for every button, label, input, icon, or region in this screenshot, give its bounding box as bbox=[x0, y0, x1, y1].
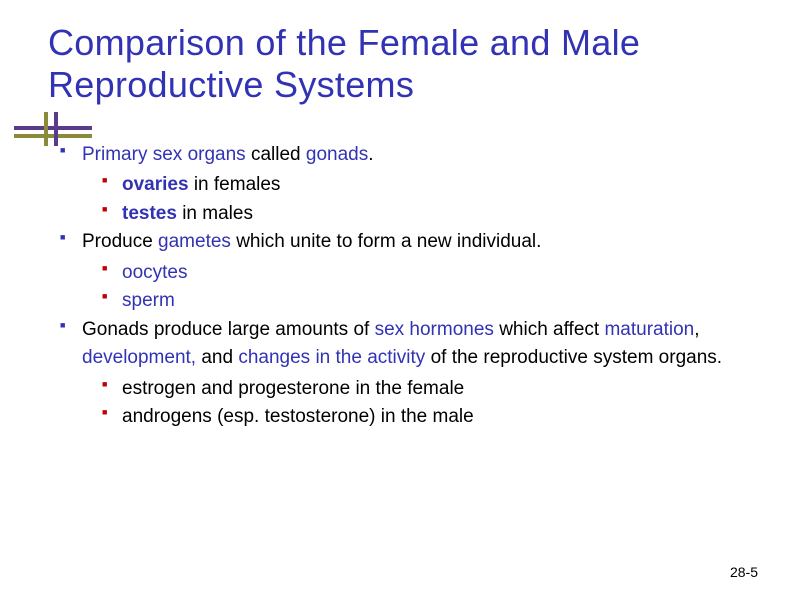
text-run: sperm bbox=[122, 290, 175, 311]
decor-line bbox=[14, 126, 92, 130]
text-run: oocytes bbox=[122, 262, 187, 283]
text-run: ovaries bbox=[122, 174, 189, 195]
text-run: Produce bbox=[82, 231, 158, 252]
bullet-lvl1: Primary sex organs called gonads. bbox=[48, 141, 760, 170]
text-run: called bbox=[246, 144, 306, 165]
text-run: in females bbox=[189, 174, 281, 195]
text-run: changes in the activity bbox=[238, 347, 425, 368]
text-run: Primary sex organs bbox=[82, 144, 246, 165]
text-run: gonads bbox=[306, 144, 368, 165]
bullet-lvl2: sperm bbox=[48, 287, 760, 316]
text-run: which unite to form a new individual. bbox=[231, 231, 542, 252]
text-run: sex hormones bbox=[375, 319, 494, 340]
bullet-lvl1: Produce gametes which unite to form a ne… bbox=[48, 228, 760, 257]
bullet-lvl2: ovaries in females bbox=[48, 171, 760, 200]
slide-title: Comparison of the Female and Male Reprod… bbox=[48, 22, 760, 107]
bullet-lvl2: androgens (esp. testosterone) in the mal… bbox=[48, 403, 760, 432]
text-run: estrogen and progesterone in the female bbox=[122, 378, 464, 399]
page-number: 28-5 bbox=[730, 564, 758, 580]
bullet-lvl1: Gonads produce large amounts of sex horm… bbox=[48, 316, 760, 373]
text-run: androgens (esp. testosterone) in the mal… bbox=[122, 406, 474, 427]
text-run: . bbox=[368, 144, 373, 165]
text-run: Gonads produce large amounts of bbox=[82, 319, 375, 340]
slide: Comparison of the Female and Male Reprod… bbox=[0, 0, 800, 600]
text-run: of the reproductive system organs. bbox=[425, 347, 722, 368]
text-run: maturation bbox=[604, 319, 694, 340]
text-run: and bbox=[196, 347, 238, 368]
slide-body: Primary sex organs called gonads.ovaries… bbox=[48, 141, 760, 432]
bullet-lvl2: oocytes bbox=[48, 259, 760, 288]
text-run: in males bbox=[177, 203, 253, 224]
bullet-lvl2: estrogen and progesterone in the female bbox=[48, 375, 760, 404]
text-run: , bbox=[694, 319, 699, 340]
text-run: testes bbox=[122, 203, 177, 224]
text-run: gametes bbox=[158, 231, 231, 252]
text-run: development, bbox=[82, 347, 196, 368]
bullet-lvl2: testes in males bbox=[48, 200, 760, 229]
decor-line bbox=[14, 134, 92, 138]
text-run: which affect bbox=[494, 319, 605, 340]
